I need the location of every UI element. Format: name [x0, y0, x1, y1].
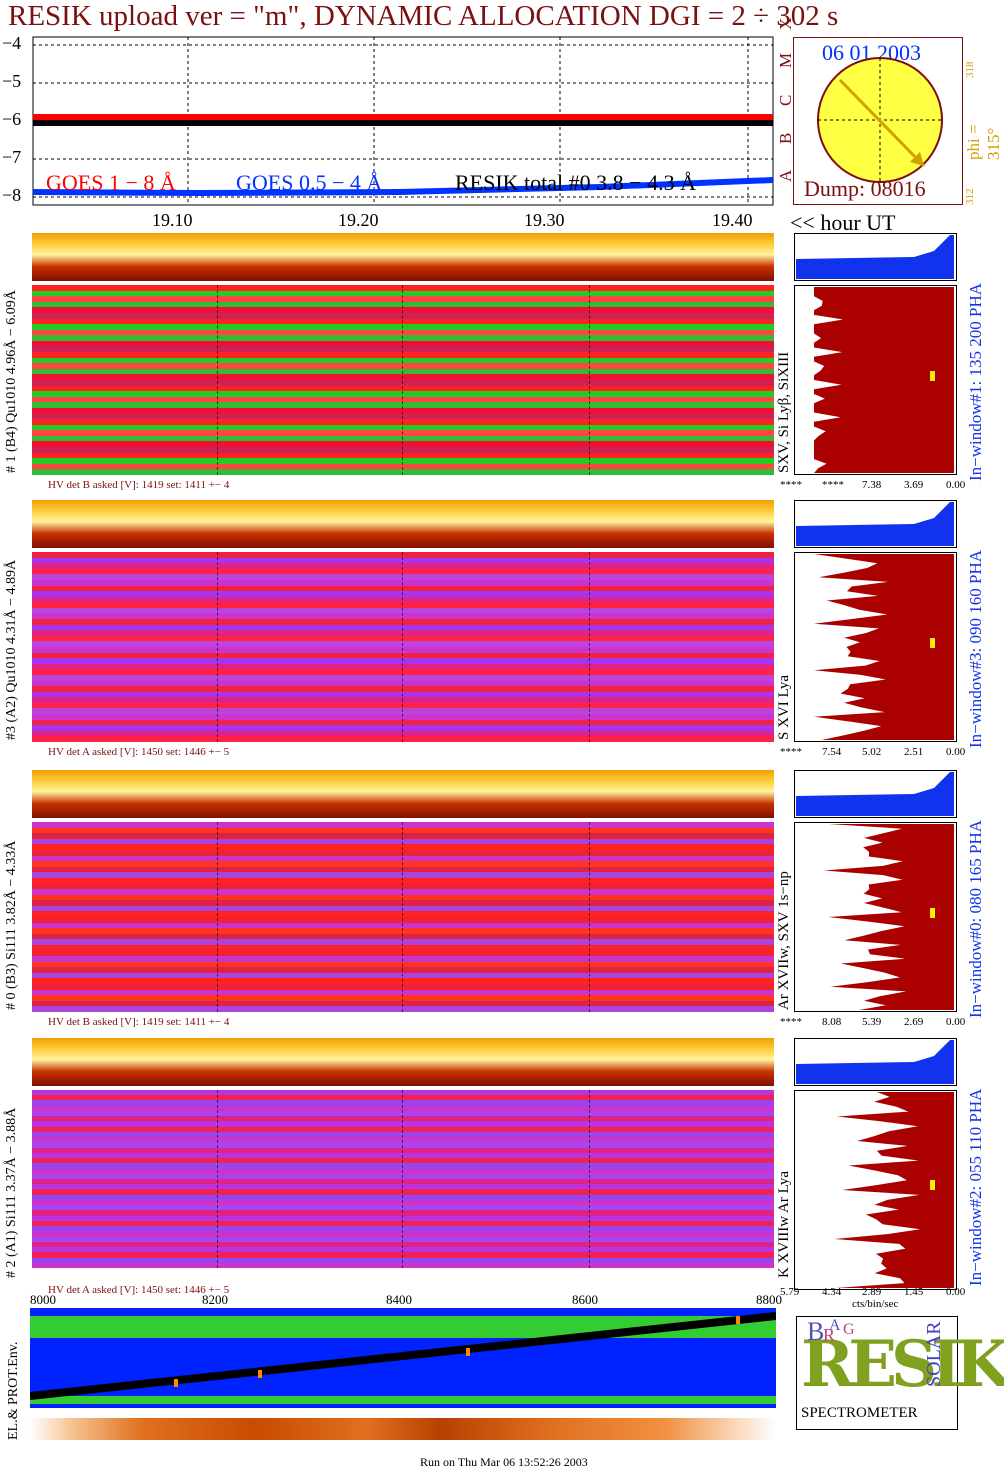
env-x-tick: 8600 — [572, 1292, 598, 1307]
env-x-tick: 8400 — [386, 1292, 412, 1307]
logo-a: A — [829, 1317, 841, 1334]
env-x-tick: 8200 — [202, 1292, 228, 1307]
histogram-tick-label: **** — [780, 746, 802, 758]
goes-x-tick: 19.40 — [712, 210, 753, 230]
spectral-line-label: S XVI Lya — [776, 675, 792, 740]
in-window-label: In−window#0: 080 165 PHA — [966, 819, 985, 1018]
env-x-tick: 8800 — [756, 1292, 782, 1307]
goes-y-tick: −8 — [2, 185, 22, 205]
pha-histogram — [794, 285, 957, 475]
dump-number: Dump: 08016 — [804, 176, 926, 201]
pha-histogram — [794, 552, 957, 742]
resik-total-series — [33, 120, 773, 126]
histogram-tick-label: 0.00 — [946, 1016, 966, 1028]
legend-goes-short: GOES 0.5 − 4 Å — [236, 170, 383, 195]
histogram-tick-label: **** — [780, 1016, 802, 1028]
logo-r: R — [823, 1325, 836, 1345]
spectral-line-label: K XVIIIw Ar Lya — [776, 1170, 792, 1278]
spectral-line-label: SXV, Si Lyβ, SiXIII — [776, 351, 792, 473]
environment-chart — [30, 1308, 776, 1408]
spectrum-header-band — [32, 233, 774, 281]
goes-y-tick: −6 — [2, 109, 22, 129]
pha-histogram — [794, 1090, 957, 1290]
orbit-track — [30, 1312, 776, 1400]
histogram-tick-label: 0.00 — [946, 746, 966, 758]
pha-histogram-small — [794, 770, 957, 818]
histogram-tick-label: 8.08 — [822, 1016, 842, 1028]
hv-status: HV det A asked [V]: 1450 set: 1446 +− 5 — [48, 746, 230, 758]
histogram-tick-label: 1.45 — [904, 1286, 924, 1298]
histogram-tick-label: 3.69 — [904, 479, 924, 491]
goes-y-tick: −7 — [2, 147, 22, 167]
phi-label: phi = 315° — [964, 124, 1003, 160]
phi-sub-label: 318 — [964, 61, 976, 79]
histogram-tick-label: 2.69 — [904, 1016, 924, 1028]
goes-chart — [32, 36, 774, 206]
goes-class-letter: X — [776, 17, 795, 30]
spectrum-header-band — [32, 500, 774, 548]
hv-status: HV det B asked [V]: 1419 set: 1411 +− 4 — [48, 479, 230, 491]
hv-status: HV det B asked [V]: 1419 set: 1411 +− 4 — [48, 1016, 230, 1028]
goes-short-series — [32, 177, 774, 197]
legend-resik: RESIK total #0 3.8 − 4.3 Å — [455, 170, 696, 195]
spectrum-header-band — [32, 1038, 774, 1086]
spectrum-image — [32, 822, 774, 1012]
pha-histogram — [794, 822, 957, 1012]
logo-g: G — [843, 1321, 855, 1338]
histogram-tick-label: **** — [780, 479, 802, 491]
x-axis-label: << hour UT — [790, 210, 896, 235]
spectrum-side-label: # 0 (B3) Si111 3.82Å − 4.33Å — [4, 840, 19, 1010]
goes-y-tick: −5 — [2, 71, 22, 91]
environment-label: EL.& PROT.Env. — [6, 1341, 21, 1440]
spectrum-header-band — [32, 770, 774, 818]
pha-histogram-small — [794, 233, 957, 281]
hv-status: HV det A asked [V]: 1450 set: 1446 +− 5 — [48, 1284, 230, 1296]
histogram-tick-label: 7.38 — [862, 479, 882, 491]
page-title: RESIK upload ver = "m", DYNAMIC ALLOCATI… — [8, 0, 839, 32]
goes-long-series — [33, 114, 773, 120]
goes-x-tick: 19.30 — [524, 210, 565, 230]
histogram-tick-label: 2.51 — [904, 746, 924, 758]
sun-box: 06 01 2003 Dump: 08016 — [793, 37, 963, 205]
goes-y-tick: −4 — [2, 33, 22, 53]
logo-spectrometer: SPECTROMETER — [801, 1405, 918, 1421]
pha-histogram-small — [794, 500, 957, 548]
environment-strip — [30, 1418, 776, 1440]
logo-b: B — [807, 1317, 825, 1346]
histogram-tick-label: 4.34 — [822, 1286, 842, 1298]
spectrum-side-label: # 1 (B4) Qu1010 4.96Å − 6.09Å — [4, 290, 19, 473]
env-x-tick: 8000 — [30, 1292, 56, 1307]
spectrum-side-label: #3 (A2) Qu1010 4.31Å − 4.89Å — [4, 559, 19, 740]
histogram-tick-label: 5.02 — [862, 746, 882, 758]
spectral-line-label: Ar XVIIw, SXV 1s−np — [776, 871, 792, 1010]
phi-low-label: 312 — [964, 188, 976, 206]
histogram-tick-label: 2.89 — [862, 1286, 882, 1298]
spectrum-image — [32, 1090, 774, 1268]
in-window-label: In−window#2: 055 110 PHA — [966, 1088, 985, 1286]
logo-big-text: RESIK — [801, 1327, 1004, 1402]
goes-x-tick: 19.10 — [152, 210, 193, 230]
histogram-tick-label: 5.39 — [862, 1016, 882, 1028]
spectrum-image — [32, 285, 774, 475]
in-window-label: In−window#1: 135 200 PHA — [966, 282, 985, 481]
legend-goes-long: GOES 1 − 8 Å — [46, 170, 176, 195]
spectrum-side-label: # 2 (A1) Si111 3.37Å − 3.88Å — [4, 1107, 19, 1278]
pha-histogram-small — [794, 1038, 957, 1086]
goes-x-tick: 19.20 — [338, 210, 379, 230]
histogram-x-label: cts/bin/sec — [852, 1298, 899, 1310]
histogram-tick-label: 0.00 — [946, 479, 966, 491]
histogram-tick-label: **** — [822, 479, 844, 491]
resik-logo: RESIK B R A G SOLAR SPECTROMETER — [796, 1316, 1004, 1430]
histogram-tick-label: 5.79 — [780, 1286, 800, 1298]
sun-disk-icon — [817, 57, 943, 183]
histogram-tick-label: 7.54 — [822, 746, 842, 758]
in-window-label: In−window#3: 090 160 PHA — [966, 549, 985, 748]
footer-run-info: Run on Thu Mar 06 13:52:26 2003 — [420, 1455, 588, 1469]
spectrum-image — [32, 552, 774, 742]
histogram-tick-label: 0.00 — [946, 1286, 966, 1298]
logo-solar: SOLAR — [923, 1321, 945, 1387]
